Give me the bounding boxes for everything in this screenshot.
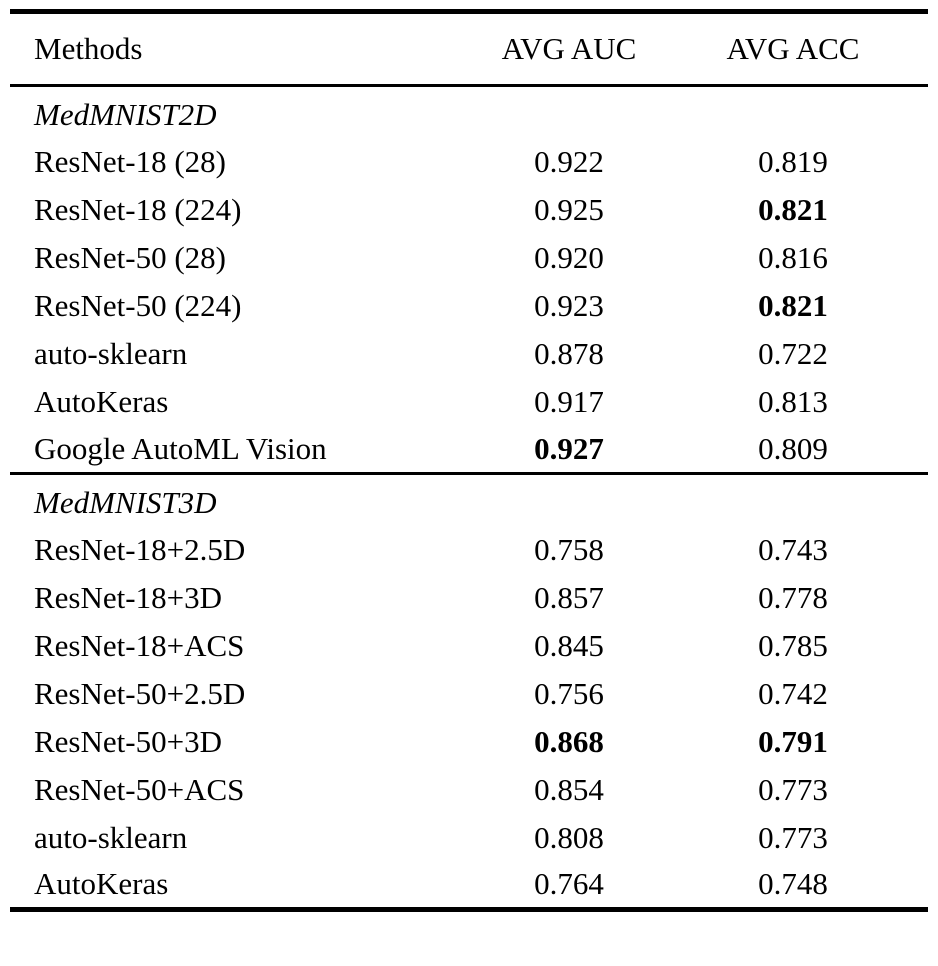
avg-acc-value: 0.821 (758, 191, 828, 227)
table-row: AutoKeras 0.764 0.748 (10, 862, 928, 910)
method-name: ResNet-50 (224) (34, 287, 242, 323)
table-row: ResNet-18+2.5D 0.758 0.743 (10, 526, 928, 574)
section-header-row: MedMNIST2D (10, 86, 928, 138)
avg-acc-value: 0.821 (758, 287, 828, 323)
avg-auc-value: 0.845 (534, 627, 604, 663)
avg-acc-value: 0.785 (758, 627, 828, 663)
method-name: ResNet-50+ACS (34, 771, 245, 807)
avg-auc-value: 0.922 (534, 143, 604, 179)
table-row: auto-sklearn 0.808 0.773 (10, 814, 928, 862)
avg-auc-value: 0.923 (534, 287, 604, 323)
avg-auc-value: 0.764 (534, 866, 604, 902)
section-title: MedMNIST2D (34, 97, 217, 133)
method-name: AutoKeras (34, 866, 169, 902)
avg-auc-value: 0.758 (534, 531, 604, 567)
table-row: ResNet-18 (224) 0.925 0.821 (10, 186, 928, 234)
method-name: ResNet-18+ACS (34, 627, 245, 663)
avg-auc-value: 0.925 (534, 191, 604, 227)
section-header-row: MedMNIST3D (10, 474, 928, 526)
avg-acc-value: 0.816 (758, 239, 828, 275)
column-header-avg-acc: AVG ACC (678, 11, 928, 87)
results-table: Methods AVG AUC AVG ACC MedMNIST2D ResNet… (10, 9, 928, 912)
avg-acc-value: 0.791 (758, 723, 828, 759)
avg-acc-value: 0.773 (758, 819, 828, 855)
header-row: Methods AVG AUC AVG ACC (10, 11, 928, 87)
avg-auc-value: 0.917 (534, 383, 604, 419)
avg-acc-value: 0.748 (758, 866, 828, 902)
method-name: ResNet-18 (28) (34, 143, 226, 179)
table-row: ResNet-50 (28) 0.920 0.816 (10, 234, 928, 282)
table-row: ResNet-50 (224) 0.923 0.821 (10, 282, 928, 330)
table-row: ResNet-18+3D 0.857 0.778 (10, 574, 928, 622)
method-name: auto-sklearn (34, 819, 188, 855)
method-name: ResNet-18 (224) (34, 191, 242, 227)
avg-auc-value: 0.857 (534, 579, 604, 615)
column-header-methods: Methods (10, 11, 460, 87)
table-section: MedMNIST3D ResNet-18+2.5D 0.758 0.743 ResNet… (10, 473, 928, 910)
table-header: Methods AVG AUC AVG ACC (10, 11, 928, 87)
avg-acc-value: 0.742 (758, 675, 828, 711)
avg-auc-value: 0.808 (534, 819, 604, 855)
method-name: ResNet-50+3D (34, 723, 222, 759)
avg-acc-value: 0.778 (758, 579, 828, 615)
avg-acc-value: 0.819 (758, 143, 828, 179)
avg-auc-value: 0.920 (534, 239, 604, 275)
table-row: ResNet-50+ACS 0.854 0.773 (10, 766, 928, 814)
method-name: ResNet-50+2.5D (34, 675, 246, 711)
method-name: Google AutoML Vision (34, 430, 327, 466)
column-header-avg-auc: AVG AUC (460, 11, 678, 87)
avg-auc-value: 0.927 (534, 430, 604, 466)
avg-auc-value: 0.868 (534, 723, 604, 759)
avg-auc-value: 0.854 (534, 771, 604, 807)
paper-table-container: Methods AVG AUC AVG ACC MedMNIST2D ResNet… (10, 9, 928, 912)
method-name: auto-sklearn (34, 335, 188, 371)
method-name: ResNet-18+2.5D (34, 531, 246, 567)
table-row: Google AutoML Vision 0.927 0.809 (10, 426, 928, 474)
avg-acc-value: 0.773 (758, 771, 828, 807)
table-section: MedMNIST2D ResNet-18 (28) 0.922 0.819 ResNet… (10, 86, 928, 474)
method-name: ResNet-50 (28) (34, 239, 226, 275)
avg-acc-value: 0.813 (758, 383, 828, 419)
table-row: ResNet-18+ACS 0.845 0.785 (10, 622, 928, 670)
avg-acc-value: 0.809 (758, 430, 828, 466)
avg-acc-value: 0.743 (758, 531, 828, 567)
table-row: ResNet-50+3D 0.868 0.791 (10, 718, 928, 766)
table-row: ResNet-18 (28) 0.922 0.819 (10, 138, 928, 186)
table-row: AutoKeras 0.917 0.813 (10, 378, 928, 426)
avg-acc-value: 0.722 (758, 335, 828, 371)
method-name: AutoKeras (34, 383, 169, 419)
avg-auc-value: 0.756 (534, 675, 604, 711)
avg-auc-value: 0.878 (534, 335, 604, 371)
section-title: MedMNIST3D (34, 485, 217, 521)
table-row: auto-sklearn 0.878 0.722 (10, 330, 928, 378)
table-row: ResNet-50+2.5D 0.756 0.742 (10, 670, 928, 718)
method-name: ResNet-18+3D (34, 579, 222, 615)
